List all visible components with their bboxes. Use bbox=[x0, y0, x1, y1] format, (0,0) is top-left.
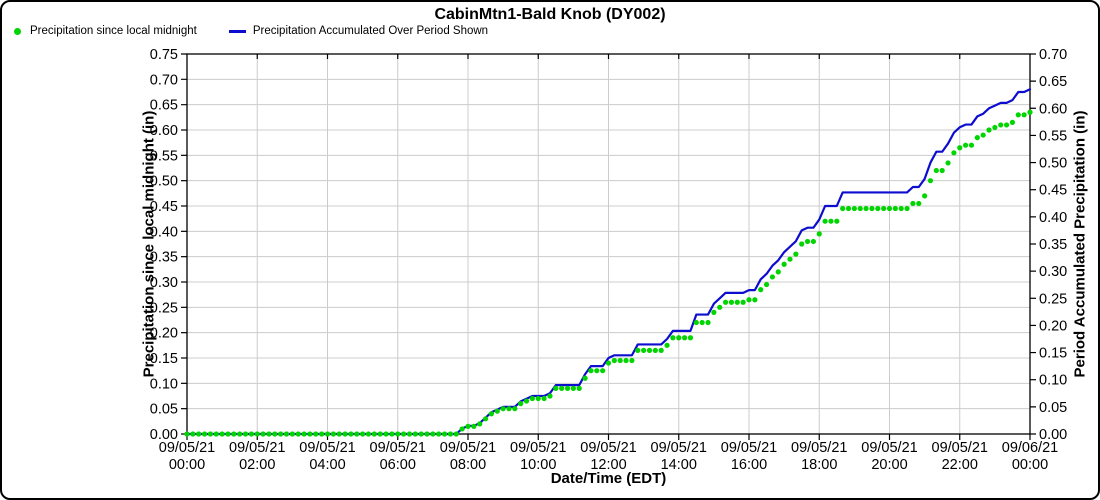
legend-item-since-midnight: Precipitation since local midnight bbox=[14, 25, 197, 37]
svg-text:09/05/21: 09/05/21 bbox=[159, 440, 215, 456]
since-midnight-dot-series bbox=[184, 109, 1033, 437]
svg-text:0.35: 0.35 bbox=[1039, 237, 1067, 253]
svg-text:0.65: 0.65 bbox=[150, 98, 178, 114]
svg-text:04:00: 04:00 bbox=[309, 457, 345, 473]
svg-text:16:00: 16:00 bbox=[731, 457, 767, 473]
svg-text:09/05/21: 09/05/21 bbox=[229, 440, 285, 456]
y-axis-right-title: Period Accumulated Precipitation (in) bbox=[1071, 110, 1089, 378]
svg-text:0.00: 0.00 bbox=[150, 427, 178, 443]
chart-title: CabinMtn1-Bald Knob (DY002) bbox=[434, 6, 666, 23]
svg-text:0.00: 0.00 bbox=[1039, 427, 1067, 443]
svg-text:09/05/21: 09/05/21 bbox=[861, 440, 917, 456]
legend: Precipitation since local midnight Preci… bbox=[14, 25, 488, 37]
svg-text:09/05/21: 09/05/21 bbox=[721, 440, 777, 456]
svg-text:0.45: 0.45 bbox=[150, 199, 178, 215]
legend-label-since-midnight: Precipitation since local midnight bbox=[30, 25, 197, 37]
svg-text:0.05: 0.05 bbox=[1039, 400, 1067, 416]
svg-text:0.50: 0.50 bbox=[150, 174, 178, 190]
svg-text:09/06/21: 09/06/21 bbox=[1002, 440, 1058, 456]
svg-text:0.50: 0.50 bbox=[1039, 156, 1067, 172]
svg-text:0.70: 0.70 bbox=[150, 72, 178, 88]
legend-label-accumulated: Precipitation Accumulated Over Period Sh… bbox=[252, 25, 489, 37]
svg-text:0.30: 0.30 bbox=[150, 275, 178, 291]
svg-text:0.75: 0.75 bbox=[150, 47, 178, 63]
svg-text:09/05/21: 09/05/21 bbox=[510, 440, 566, 456]
svg-text:0.10: 0.10 bbox=[1039, 373, 1067, 389]
svg-text:12:00: 12:00 bbox=[590, 457, 626, 473]
svg-text:0.55: 0.55 bbox=[150, 148, 178, 164]
svg-text:0.40: 0.40 bbox=[1039, 210, 1067, 226]
svg-text:0.60: 0.60 bbox=[150, 123, 178, 139]
svg-text:0.10: 0.10 bbox=[150, 376, 178, 392]
axis-ticks bbox=[181, 53, 1036, 440]
svg-text:0.15: 0.15 bbox=[150, 351, 178, 367]
svg-text:10:00: 10:00 bbox=[520, 457, 556, 473]
svg-text:09/05/21: 09/05/21 bbox=[440, 440, 496, 456]
svg-text:0.65: 0.65 bbox=[1039, 74, 1067, 90]
svg-text:20:00: 20:00 bbox=[871, 457, 907, 473]
legend-item-accumulated: Precipitation Accumulated Over Period Sh… bbox=[228, 25, 489, 37]
svg-text:02:00: 02:00 bbox=[239, 457, 275, 473]
svg-text:18:00: 18:00 bbox=[801, 457, 837, 473]
svg-text:0.05: 0.05 bbox=[150, 402, 178, 418]
axis-tick-labels: 0.00 0.05 0.10 0.15 0.20 0.25 0.30 0.35 0.40 0.45… bbox=[150, 47, 1067, 473]
x-axis-title: Date/Time (EDT) bbox=[550, 470, 667, 487]
svg-text:0.40: 0.40 bbox=[150, 224, 178, 240]
svg-text:06:00: 06:00 bbox=[380, 457, 416, 473]
svg-text:00:00: 00:00 bbox=[169, 457, 205, 473]
svg-text:09/05/21: 09/05/21 bbox=[932, 440, 988, 456]
green-dot-marker-icon bbox=[14, 27, 21, 35]
svg-text:09/05/21: 09/05/21 bbox=[299, 440, 355, 456]
svg-text:09/05/21: 09/05/21 bbox=[580, 440, 636, 456]
svg-text:0.35: 0.35 bbox=[150, 250, 178, 266]
svg-text:0.15: 0.15 bbox=[1039, 346, 1067, 362]
svg-text:0.20: 0.20 bbox=[1039, 318, 1067, 334]
svg-text:09/05/21: 09/05/21 bbox=[791, 440, 847, 456]
y-axis-left-title: Precipitation since local midnight (in) bbox=[140, 110, 158, 378]
svg-text:0.45: 0.45 bbox=[1039, 183, 1067, 199]
svg-text:0.60: 0.60 bbox=[1039, 101, 1067, 117]
svg-text:22:00: 22:00 bbox=[942, 457, 978, 473]
gridlines bbox=[187, 54, 1030, 434]
svg-text:00:00: 00:00 bbox=[1012, 457, 1048, 473]
svg-text:14:00: 14:00 bbox=[661, 457, 697, 473]
blue-line-marker-icon bbox=[228, 29, 246, 33]
svg-text:0.25: 0.25 bbox=[1039, 291, 1067, 307]
svg-text:0.25: 0.25 bbox=[150, 300, 178, 316]
svg-text:09/05/21: 09/05/21 bbox=[651, 440, 707, 456]
svg-text:0.30: 0.30 bbox=[1039, 264, 1067, 280]
svg-text:0.70: 0.70 bbox=[1039, 47, 1067, 63]
svg-text:0.20: 0.20 bbox=[150, 326, 178, 342]
svg-text:0.55: 0.55 bbox=[1039, 128, 1067, 144]
svg-text:08:00: 08:00 bbox=[450, 457, 486, 473]
svg-text:09/05/21: 09/05/21 bbox=[370, 440, 426, 456]
